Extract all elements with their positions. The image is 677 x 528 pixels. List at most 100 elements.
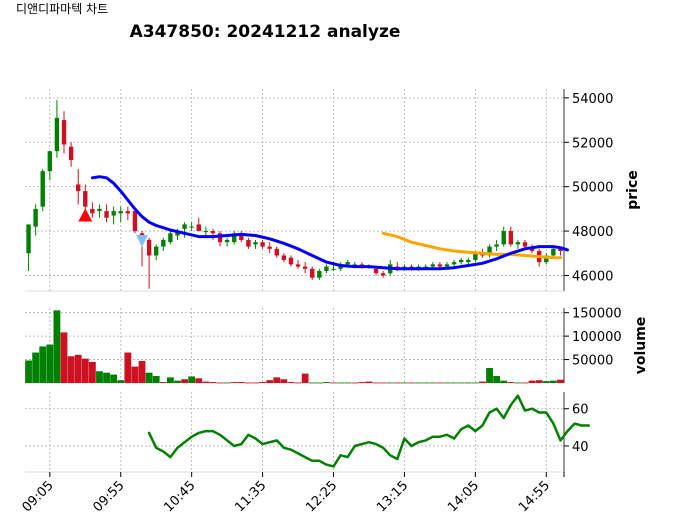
- indicator-line: [147, 394, 591, 468]
- volume-bar: [514, 382, 522, 384]
- volume-bar: [330, 382, 337, 384]
- volume-bar: [195, 378, 203, 383]
- volume-y-tick-label: 100000: [572, 330, 622, 345]
- candle-body: [68, 146, 74, 161]
- moving-average-long-line: [381, 231, 562, 260]
- candle-body: [444, 264, 450, 267]
- candle-body: [551, 248, 556, 256]
- candle-body: [146, 239, 152, 256]
- volume-bar: [96, 371, 103, 383]
- volume-bar: [401, 382, 408, 384]
- volume-bar: [344, 382, 352, 384]
- volume-bar: [67, 356, 75, 383]
- volume-bar: [408, 382, 415, 384]
- x-tick-label: 14:55: [516, 478, 553, 515]
- volume-bar: [81, 358, 89, 383]
- candle-body: [430, 264, 435, 267]
- x-tick-label: 14:05: [445, 478, 482, 515]
- price-y-tick-label: 46000: [572, 269, 613, 284]
- volume-bar: [464, 382, 472, 384]
- x-tick-label: 10:45: [161, 478, 198, 515]
- candle-body: [274, 248, 279, 256]
- candle-body: [253, 242, 258, 245]
- candle-body: [246, 239, 251, 247]
- volume-bar: [25, 360, 32, 383]
- candle-body: [295, 264, 301, 267]
- candle-body: [310, 268, 315, 278]
- chart-title: A347850: 20241212 analyze: [129, 22, 401, 42]
- volume-bar: [429, 382, 437, 384]
- price-y-tick-label: 52000: [572, 136, 613, 151]
- volume-bar: [535, 380, 543, 383]
- volume-bar: [88, 361, 96, 383]
- candle-body: [317, 271, 322, 278]
- candle-body: [217, 233, 223, 243]
- candle-body: [324, 266, 329, 272]
- volume-bar: [315, 382, 323, 384]
- candle-body: [380, 273, 386, 276]
- candle-body: [224, 239, 230, 243]
- candle-body: [451, 262, 457, 265]
- volume-bar: [308, 382, 316, 384]
- volume-bar: [542, 381, 550, 383]
- volume-bar: [53, 310, 61, 383]
- candle-body: [494, 244, 499, 247]
- candle-body: [90, 208, 95, 214]
- volume-y-tick-label: 50000: [572, 354, 613, 369]
- candle-body: [203, 231, 209, 233]
- volume-bar: [181, 379, 188, 383]
- candle-body: [345, 262, 350, 265]
- candle-body: [182, 224, 187, 229]
- candle-body: [132, 211, 138, 232]
- indicator-y-tick-label: 60: [572, 403, 589, 418]
- candle-body: [437, 264, 443, 267]
- sell-marker: [136, 234, 149, 247]
- volume-bar: [549, 380, 557, 383]
- volume-bar: [273, 377, 281, 383]
- volume-bar: [337, 382, 345, 384]
- candle-body: [26, 224, 31, 254]
- candle-body: [352, 264, 357, 266]
- volume-bar: [323, 382, 330, 383]
- window-title: 디앤디파마텍 차트: [16, 2, 109, 16]
- candle-body: [267, 246, 272, 249]
- candle-body: [232, 233, 237, 243]
- candle-body: [558, 248, 563, 252]
- volume-bar: [166, 377, 174, 383]
- price-axis-label: price: [625, 170, 641, 210]
- volume-bar: [557, 379, 564, 383]
- volume-bar: [443, 382, 451, 384]
- volume-bar: [528, 380, 536, 383]
- volume-bar: [379, 382, 387, 384]
- price-y-tick-label: 50000: [572, 181, 613, 196]
- volume-bar: [415, 382, 423, 384]
- volume-bar: [351, 382, 359, 384]
- volume-bar: [301, 373, 309, 383]
- volume-bar: [479, 381, 486, 383]
- volume-y-tick-label: 150000: [572, 307, 622, 322]
- volume-bar: [117, 380, 125, 383]
- candle-body: [161, 239, 166, 247]
- candle-body: [522, 242, 528, 247]
- volume-bar: [365, 381, 373, 383]
- candle-body: [544, 255, 549, 263]
- candle-body: [61, 120, 67, 145]
- candle-body: [288, 257, 294, 265]
- volume-bar: [436, 382, 444, 384]
- candle-body: [118, 211, 123, 214]
- candle-body: [210, 231, 216, 234]
- volume-bar: [287, 382, 295, 383]
- volume-bar: [507, 382, 515, 383]
- volume-bar: [46, 344, 54, 383]
- volume-bar: [60, 332, 68, 383]
- volume-bar: [393, 382, 401, 384]
- volume-bar: [386, 382, 394, 384]
- candle-body: [47, 151, 53, 172]
- candle-body: [154, 246, 159, 256]
- candle-body: [508, 231, 514, 245]
- x-tick-label: 09:55: [90, 478, 127, 515]
- volume-bar: [493, 375, 501, 383]
- candle-body: [189, 226, 194, 228]
- candle-body: [260, 242, 265, 247]
- candle-body: [466, 259, 471, 263]
